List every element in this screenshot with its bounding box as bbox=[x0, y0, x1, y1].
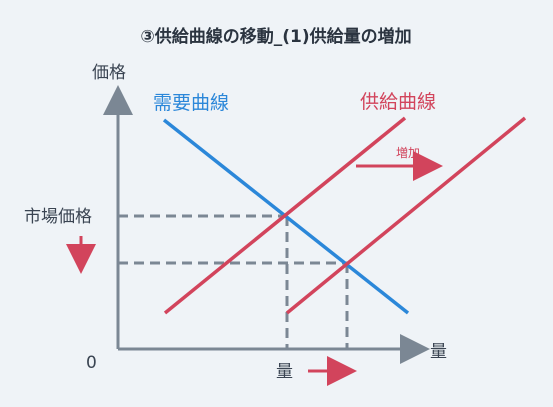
quantity-bottom-label: 量 bbox=[276, 362, 293, 382]
origin-label: 0 bbox=[86, 353, 97, 373]
diagram-title: ③供給曲線の移動_(1)供給量の増加 bbox=[140, 26, 411, 47]
shifted-supply-curve bbox=[285, 116, 527, 315]
original-supply-curve bbox=[163, 116, 407, 315]
increase-label: 増加 bbox=[396, 146, 420, 160]
market-price-label: 市場価格 bbox=[24, 207, 92, 227]
x-axis-label: 量 bbox=[430, 342, 447, 362]
y-axis-label: 価格 bbox=[92, 63, 126, 83]
demand-curve-label: 需要曲線 bbox=[153, 92, 229, 114]
supply-curve-label: 供給曲線 bbox=[360, 91, 436, 113]
